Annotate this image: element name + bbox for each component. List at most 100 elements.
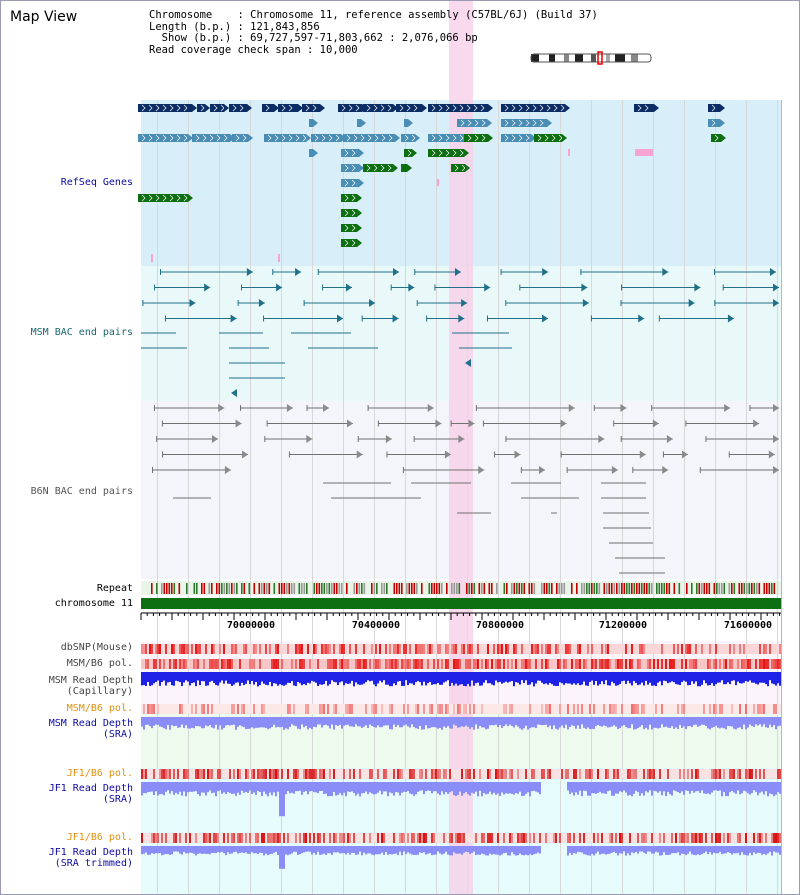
dbsnp-heat-cell: [687, 644, 689, 654]
msm-sra-depth-bar: [227, 717, 229, 726]
gene-block: [138, 134, 188, 142]
jf1-trimmed-depth-bar: [629, 846, 631, 856]
jf1-trimmed-depth-bar: [329, 846, 331, 854]
repeat-mark: [696, 583, 698, 594]
jf1-trimmed-depth-bar: [691, 846, 693, 855]
msm-b6-pol-heat-cell: [223, 659, 225, 669]
msm-b6-pol-2-heat-cell: [153, 704, 155, 714]
msm-capillary-depth-bar: [407, 672, 409, 686]
track-label-msm-b6-pol[interactable]: MSM/B6 pol.: [66, 658, 133, 669]
jf1-trimmed-depth-bar: [239, 846, 241, 853]
gene-arrowhead: [188, 134, 193, 142]
msm-b6-pol-2-heat-cell: [201, 704, 203, 714]
gene-arrow: [351, 224, 356, 232]
msm-sra-depth-bar: [285, 717, 287, 729]
track-label-msm-b6-pol-2[interactable]: MSM/B6 pol.: [66, 703, 133, 714]
jf1-trimmed-depth-bar: [741, 846, 743, 853]
jf1-trimmed-depth-bar: [569, 846, 571, 853]
jf1-sra-depth-bar: [779, 782, 781, 794]
jf1-sra-depth-bar: [689, 782, 691, 794]
jf1-b6-pol-2-heat-cell: [161, 833, 163, 843]
jf1-b6-pol-2-heat-cell: [369, 833, 371, 843]
jf1-trimmed-depth-bar: [275, 846, 277, 852]
jf1-trimmed-depth-bar: [387, 846, 389, 855]
repeat-mark: [413, 583, 416, 594]
jf1-trimmed-depth-bar: [689, 846, 691, 852]
msm-sra-depth-bar: [519, 717, 521, 729]
jf1-trimmed-depth-bar: [173, 846, 175, 852]
jf1-trimmed-depth-bar: [603, 846, 605, 854]
jf1-trimmed-depth-bar: [605, 846, 607, 855]
track-label-dbsnp[interactable]: dbSNP(Mouse): [60, 642, 133, 653]
msm-capillary-depth-bar: [601, 672, 603, 682]
jf1-b6-pol-2-heat-cell: [519, 833, 521, 843]
track-label-jf1-b6-pol[interactable]: JF1/B6 pol.: [66, 768, 133, 779]
msm-sra-depth-bar: [443, 717, 445, 727]
msm-capillary-depth-bar: [711, 672, 713, 684]
msm-capillary-depth-bar: [167, 672, 169, 683]
jf1-sra-depth-bar: [223, 782, 225, 793]
msm-sra-depth-bar: [217, 717, 219, 730]
msm-sra-depth-bar: [489, 717, 491, 726]
b6n-bac-end-marker: [427, 404, 434, 412]
msm-capillary-depth-bar: [467, 672, 469, 684]
jf1-sra-depth-bar: [157, 782, 159, 796]
msm-capillary-depth-bar: [213, 672, 215, 683]
gene-arrowhead: [465, 164, 470, 172]
gene-arrow: [281, 134, 286, 142]
jf1-b6-pol-heat-cell: [659, 769, 661, 779]
track-label-msm-bac[interactable]: MSM BAC end pairs: [30, 327, 133, 338]
msm-capillary-depth-bar: [645, 672, 647, 681]
msm-capillary-depth-bar: [589, 672, 591, 682]
msm-sra-depth-bar: [675, 717, 677, 728]
msm-sra-depth-bar: [605, 717, 607, 727]
jf1-b6-pol-2-heat-cell: [335, 833, 337, 843]
msm-sra-depth-bar: [147, 717, 149, 725]
msm-b6-pol-2-heat-cell: [233, 704, 235, 714]
jf1-sra-depth-bar: [683, 782, 685, 795]
jf1-b6-pol-2-heat-cell: [683, 833, 685, 843]
msm-capillary-depth-bar: [265, 672, 267, 685]
track-label-jf1-b6-pol-2[interactable]: JF1/B6 pol.: [66, 832, 133, 843]
jf1-trimmed-depth-bar: [505, 846, 507, 853]
jf1-sra-depth-bar: [311, 782, 313, 791]
dbsnp-heat-cell: [533, 644, 535, 654]
track-label-b6n-bac[interactable]: B6N BAC end pairs: [30, 486, 133, 497]
jf1-trimmed-depth-bar: [339, 846, 341, 854]
jf1-sra-depth-bar: [407, 782, 409, 792]
jf1-trimmed-depth-bar: [335, 846, 337, 853]
msm-b6-pol-2-heat-cell: [333, 704, 335, 714]
b6n-bac-end-marker: [235, 419, 242, 428]
track-label-msm-depth-capillary[interactable]: MSM Read Depth (Capillary): [49, 675, 133, 697]
jf1-trimmed-depth-bar: [609, 846, 611, 854]
jf1-b6-pol-heat-cell: [413, 769, 415, 779]
msm-capillary-depth-bar: [511, 672, 513, 682]
gene-arrow: [711, 119, 716, 127]
repeat-mark: [411, 583, 413, 594]
jf1-b6-pol-2-heat-cell: [421, 833, 423, 843]
msm-sra-depth-bar: [245, 717, 247, 730]
msm-sra-depth-bar: [371, 717, 373, 726]
jf1-b6-pol-heat-cell: [445, 769, 447, 779]
jf1-trimmed-depth-bar: [289, 846, 291, 855]
track-label-jf1-depth-trimmed[interactable]: JF1 Read Depth (SRA trimmed): [49, 847, 133, 869]
track-label-msm-depth-sra[interactable]: MSM Read Depth (SRA): [49, 718, 133, 740]
gene-arrow: [504, 104, 509, 112]
jf1-b6-pol-heat-cell: [597, 769, 599, 779]
msm-b6-pol-heat-cell: [299, 659, 301, 669]
msm-capillary-depth-bar: [203, 672, 205, 682]
jf1-b6-pol-heat-cell: [319, 769, 321, 779]
jf1-b6-pol-heat-cell: [607, 769, 609, 779]
jf1-trimmed-depth-bar: [711, 846, 713, 855]
dbsnp-heat-cell: [315, 644, 317, 654]
gene-arrow: [328, 134, 333, 142]
track-label-refseq-genes[interactable]: RefSeq Genes: [60, 177, 133, 188]
track-label-jf1-depth-sra[interactable]: JF1 Read Depth (SRA): [49, 783, 133, 805]
jf1-trimmed-depth-bar: [655, 846, 657, 852]
msm-sra-depth-bar: [673, 717, 675, 729]
msm-capillary-depth-bar: [653, 672, 655, 686]
msm-sra-depth-bar: [637, 717, 639, 729]
dbsnp-heat-cell: [743, 644, 745, 654]
repeat-mark: [766, 583, 768, 594]
